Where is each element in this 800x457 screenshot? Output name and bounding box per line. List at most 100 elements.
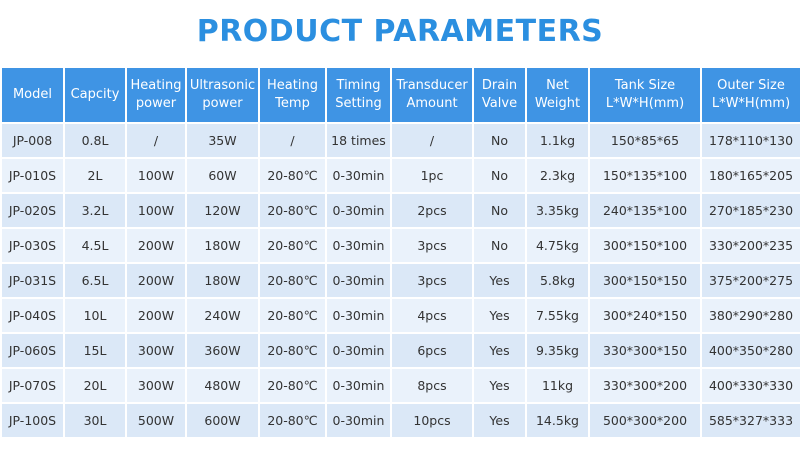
table-cell: 400*350*280 (700, 332, 800, 369)
table-cell: No (472, 157, 527, 194)
table-cell: 0-30min (325, 192, 392, 229)
table-cell: 20-80℃ (258, 157, 327, 194)
header-text: Ultrasonic (189, 78, 256, 93)
header-cell: Capcity (63, 66, 127, 124)
table-cell: 300*150*100 (588, 227, 702, 264)
table-cell: 180*165*205 (700, 157, 800, 194)
table-row: JP-100S 30L 500W 600W 20-80℃ 0-30min 10pcs Yes 1… (0, 402, 800, 439)
table-cell: 500*300*200 (588, 402, 702, 439)
table-cell: 6.5L (63, 262, 127, 299)
table-cell: 0-30min (325, 262, 392, 299)
table-row: JP-040S 10L 200W 240W 20-80℃ 0-30min 4pcs Yes 7.… (0, 297, 800, 334)
table-cell: 0-30min (325, 157, 392, 194)
table-cell: Yes (472, 367, 527, 404)
header-cell: Outer Size L*W*H(mm) (700, 66, 800, 124)
header-text: Capcity (70, 87, 120, 102)
table-cell: Yes (472, 262, 527, 299)
table-cell: 0-30min (325, 227, 392, 264)
header-cell: Net Weight (525, 66, 590, 124)
table-cell: 178*110*130 (700, 122, 800, 159)
header-cell: Heating power (125, 66, 187, 124)
table-cell: 3.2L (63, 192, 127, 229)
table-cell: 60W (185, 157, 260, 194)
header-text: Setting (335, 96, 382, 111)
table-cell: 100W (125, 192, 187, 229)
table-cell: 20-80℃ (258, 402, 327, 439)
table-cell: No (472, 192, 527, 229)
header-text: power (135, 96, 177, 111)
table-cell: 240W (185, 297, 260, 334)
table-cell: Yes (472, 402, 527, 439)
table-cell: 300*240*150 (588, 297, 702, 334)
header-cell: Model (0, 66, 65, 124)
table-cell: 10L (63, 297, 127, 334)
table-cell: 2pcs (390, 192, 474, 229)
table-cell: 11kg (525, 367, 590, 404)
table-cell: 3pcs (390, 262, 474, 299)
header-text: Temp (275, 96, 310, 111)
table-cell: 0-30min (325, 297, 392, 334)
table-cell: / (390, 122, 474, 159)
table-cell: 360W (185, 332, 260, 369)
table-cell: 18 times (325, 122, 392, 159)
table-cell: 270*185*230 (700, 192, 800, 229)
table-cell: 20-80℃ (258, 297, 327, 334)
table-cell: 200W (125, 297, 187, 334)
header-text: Heating (130, 78, 182, 93)
header-cell: Tank Size L*W*H(mm) (588, 66, 702, 124)
table-cell: 330*300*150 (588, 332, 702, 369)
table-row: JP-070S 20L 300W 480W 20-80℃ 0-30min 8pcs Yes 11… (0, 367, 800, 404)
table-cell: 2.3kg (525, 157, 590, 194)
table-cell: 5.8kg (525, 262, 590, 299)
header-text: L*W*H(mm) (711, 96, 791, 111)
header-text: Amount (406, 96, 458, 111)
table-cell: 4.75kg (525, 227, 590, 264)
table-cell: 6pcs (390, 332, 474, 369)
table-cell: 585*327*333 (700, 402, 800, 439)
header-text: Drain (481, 78, 518, 93)
table-cell: 3pcs (390, 227, 474, 264)
header-cell: Timing Setting (325, 66, 392, 124)
table-cell: 4pcs (390, 297, 474, 334)
table-cell: 375*200*275 (700, 262, 800, 299)
table-cell: 8pcs (390, 367, 474, 404)
table-cell: 600W (185, 402, 260, 439)
table-cell: 380*290*280 (700, 297, 800, 334)
table-cell: JP-070S (0, 367, 65, 404)
header-cell: Transducer Amount (390, 66, 474, 124)
table-cell: 20L (63, 367, 127, 404)
parameter-table: Model Capcity Heating power Ultrasonic power H… (0, 66, 800, 439)
table-cell: JP-040S (0, 297, 65, 334)
table-row: JP-020S 3.2L 100W 120W 20-80℃ 0-30min 2pcs No 3.… (0, 192, 800, 229)
table-cell: 15L (63, 332, 127, 369)
table-row: JP-060S 15L 300W 360W 20-80℃ 0-30min 6pcs Yes 9.… (0, 332, 800, 369)
table-cell: 3.35kg (525, 192, 590, 229)
table-cell: 330*200*235 (700, 227, 800, 264)
header-text: Timing (336, 78, 381, 93)
table-cell: 180W (185, 262, 260, 299)
table-cell: 1.1kg (525, 122, 590, 159)
table-cell: 4.5L (63, 227, 127, 264)
table-cell: 0-30min (325, 332, 392, 369)
table-cell: 0.8L (63, 122, 127, 159)
table-cell: 330*300*200 (588, 367, 702, 404)
header-text: Net (546, 78, 569, 93)
table-cell: / (125, 122, 187, 159)
header-text: power (202, 96, 243, 111)
page-title: PRODUCT PARAMETERS (196, 14, 604, 49)
table-cell: Yes (472, 297, 527, 334)
header-text: Outer Size (717, 78, 785, 93)
table-cell: 300W (125, 332, 187, 369)
header-cell: Heating Temp (258, 66, 327, 124)
table-cell: 20-80℃ (258, 367, 327, 404)
table-cell: 400*330*330 (700, 367, 800, 404)
table-row: JP-008 0.8L/35W/18 times / No 1.1kg 150*85*65… (0, 122, 800, 159)
table-cell: No (472, 227, 527, 264)
table-cell: 150*135*100 (588, 157, 702, 194)
table-cell: 10pcs (390, 402, 474, 439)
header-text: Heating (267, 78, 318, 93)
table-cell: 9.35kg (525, 332, 590, 369)
table-cell: / (258, 122, 327, 159)
table-cell: 240*135*100 (588, 192, 702, 229)
